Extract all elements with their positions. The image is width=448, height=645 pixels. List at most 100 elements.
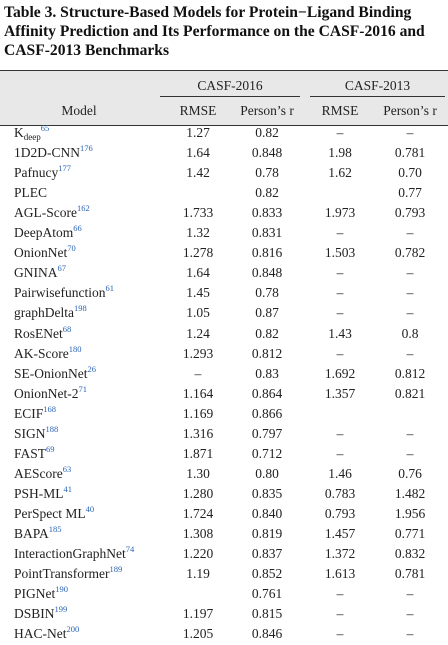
cell: 0.840 [251,505,283,521]
group-header: CASF-2016 [160,76,300,97]
model-name: HAC-Net200 [14,624,79,644]
table-row: OnionNet-271 1.164 0.864 1.357 0.821 [0,384,448,404]
cell: 0.70 [398,165,422,181]
model-text: SE-OnionNet [14,365,88,381]
model-name: AEScore63 [14,464,71,484]
model-text: RosENet [14,325,63,341]
reference: 188 [45,423,59,434]
cell: 1.733 [182,205,214,221]
cell: 0.797 [251,425,283,441]
cell: – [336,305,344,321]
cell: 0.77 [398,185,422,201]
model-name: Kdeep65 [14,123,49,143]
cell: 0.866 [251,405,283,421]
cell: 0.793 [324,505,356,521]
cell: 0.82 [255,125,279,140]
cell: 1.197 [182,606,214,622]
cell: 1.169 [182,405,214,421]
model-text: BAPA [14,526,49,541]
reference: 168 [43,403,57,414]
cell: 0.82 [255,325,279,341]
cell: – [336,425,344,441]
model-text: FAST [14,445,47,461]
model-text: PSH-ML [14,485,64,501]
cell: 1.308 [182,526,214,541]
cell: – [336,345,344,361]
cell: 1.32 [186,225,210,241]
cell: 0.831 [251,225,283,241]
reference: 70 [67,243,76,254]
table-row: ECIF168 1.169 0.866 [0,404,448,424]
cell: 1.45 [186,285,210,301]
table-row: FAST69 1.871 0.712 – – [0,444,448,464]
cell: 1.724 [182,505,214,521]
cell: 1.164 [182,385,214,401]
reference: 40 [85,503,95,514]
reference: 190 [55,584,68,595]
model-text: AK-Score [14,345,69,361]
cell: 1.205 [182,626,214,642]
model-text: graphDelta [14,305,74,321]
table-row: PLEC 0.82 0.77 [0,183,448,203]
cell: 1.871 [182,445,214,461]
model-text: ECIF [14,405,44,421]
model-name: RosENet68 [14,324,71,344]
cell: 0.832 [394,546,426,562]
table-row: OnionNet70 1.278 0.816 1.503 0.782 [0,243,448,263]
model-text: InteractionGraphNet [14,546,126,562]
reference: 177 [58,163,71,174]
model-name: ECIF168 [14,404,56,424]
cell: 0.846 [251,626,283,642]
cell: 0.78 [255,285,279,301]
reference: 41 [63,483,73,494]
cell: 1.27 [186,125,210,140]
cell: – [406,305,414,321]
table-row: PointTransformer189 1.19 0.852 1.613 0.781 [0,564,448,584]
cell: 0.80 [255,465,279,481]
model-text: DSBIN [14,606,55,622]
cell: 0.837 [251,546,283,562]
column-header: Person’s r [240,103,294,118]
table-row: SIGN188 1.316 0.797 – – [0,424,448,444]
reference: 69 [46,443,55,454]
cell: – [406,606,414,622]
reference: 199 [54,604,68,615]
column-header: Model [61,103,97,118]
cell: 1.220 [182,546,214,562]
cell: 0.771 [394,526,426,541]
reference: 63 [62,463,72,474]
table-row: AEScore63 1.30 0.80 1.46 0.76 [0,464,448,484]
table-row: GNINA67 1.64 0.848 – – [0,263,448,283]
cell: – [336,125,344,140]
cell: 0.82 [255,185,279,201]
cell: – [406,285,414,301]
reference: 67 [57,263,67,274]
cell: 0.87 [255,305,279,321]
model-name: OnionNet70 [14,243,76,263]
cell: 1.956 [394,505,426,521]
model-text: SIGN [14,425,46,441]
cell: 1.30 [186,465,210,481]
table-row: BAPA185 1.308 0.819 1.457 0.771 [0,524,448,544]
model-text: OnionNet-2 [14,385,79,401]
cell: 1.357 [324,385,356,401]
cell: – [336,626,344,642]
cell: – [406,425,414,441]
model-text: AEScore [14,465,63,481]
model-name: SIGN188 [14,424,58,444]
header-band [0,70,448,126]
table-row: DSBIN199 1.197 0.815 – – [0,604,448,624]
cell: 0.819 [251,526,283,541]
reference: 26 [87,363,97,374]
model-text: DeepAtom [14,225,74,241]
table-row: RosENet68 1.24 0.82 1.43 0.8 [0,324,448,344]
model-text: PLEC [14,185,48,201]
cell: 1.316 [182,425,214,441]
cell: – [336,586,344,602]
reference: 68 [62,323,72,334]
cell: 0.793 [394,205,426,221]
reference: 66 [73,223,82,234]
model-name: PIGNet190 [14,584,68,604]
reference: 71 [78,383,88,394]
cell: 1.457 [324,526,356,541]
